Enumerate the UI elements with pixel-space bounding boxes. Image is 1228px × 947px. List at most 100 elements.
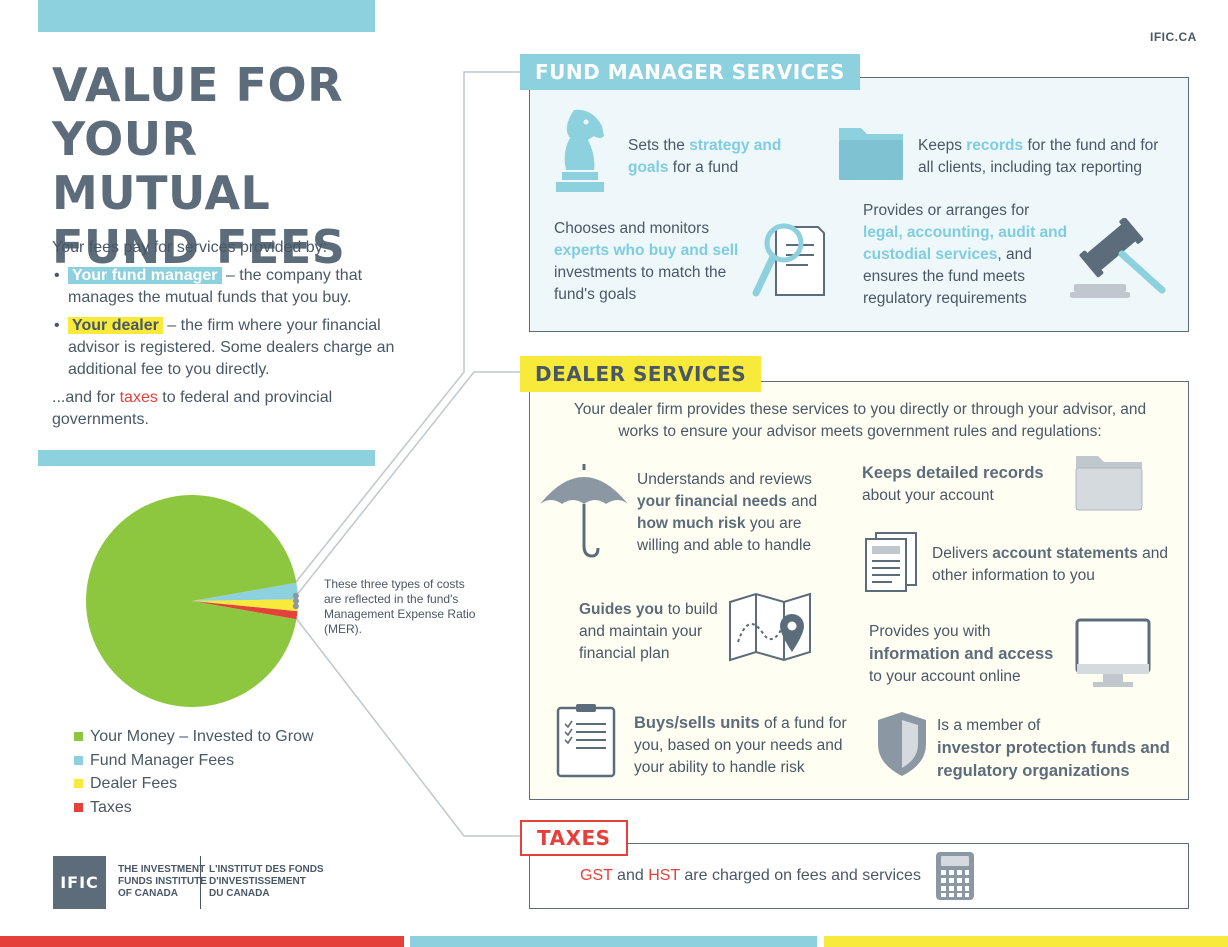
intro-text: Your fees pay for services provided by: … bbox=[52, 237, 412, 431]
pie-slice-your-money-invested-to-grow bbox=[86, 494, 297, 708]
fm-s3-post: investments to match the fund's goals bbox=[554, 264, 727, 303]
logo-divider bbox=[200, 856, 201, 909]
term-fund-manager: Your fund manager bbox=[68, 267, 222, 284]
d1-bold-1: your financial needs bbox=[637, 493, 787, 510]
chart-legend: Your Money – Invested to Grow Fund Manag… bbox=[74, 725, 314, 819]
bullet-dealer-text: – the firm where your financial advisor … bbox=[68, 317, 395, 378]
taxes-post: to federal and provincial governments. bbox=[52, 389, 333, 428]
statement-icon bbox=[865, 532, 917, 592]
legend-swatch-green bbox=[74, 732, 83, 742]
d7-bold: investor protection funds and regulatory… bbox=[937, 739, 1170, 780]
logo-name-french: L'INSTITUT DES FONDS D'INVESTISSEMENT DU… bbox=[209, 864, 324, 899]
d1-mid: and bbox=[786, 493, 818, 510]
title-line-2: YOUR MUTUAL bbox=[52, 112, 271, 220]
fm-s1-pre: Sets the bbox=[628, 137, 690, 154]
legend-label: Fund Manager Fees bbox=[90, 751, 235, 769]
knight-icon bbox=[556, 109, 604, 192]
pie-slice-fund-manager-fees bbox=[192, 582, 298, 601]
mer-note: These three types of costs are reflected… bbox=[324, 577, 476, 636]
d6-post: of a fund for you, based on your needs a… bbox=[634, 715, 847, 776]
footer-bar-yellow bbox=[824, 936, 1228, 947]
fm-experts-text: Chooses and monitors experts who buy and… bbox=[554, 218, 749, 306]
taxes-heading: TAXES bbox=[520, 820, 628, 856]
fm-s4-highlight: legal, accounting, audit and custodial s… bbox=[863, 224, 1068, 263]
fm-s4-pre: Provides or arranges for bbox=[863, 202, 1030, 219]
d5-pre: Provides you with bbox=[869, 623, 991, 640]
d3-post: and other information to you bbox=[932, 545, 1169, 584]
legend-swatch-red bbox=[74, 802, 83, 812]
calculator-icon bbox=[936, 852, 974, 900]
d1-pre: Understands and reviews bbox=[637, 471, 812, 488]
title-line-1: VALUE FOR bbox=[52, 58, 343, 112]
d1-post: you are willing and able to handle bbox=[637, 515, 812, 554]
dealer-protection-text: Is a member of investor protection funds… bbox=[937, 715, 1177, 783]
d5-post: to your account online bbox=[869, 668, 1021, 685]
d6-bold: Buys/sells units bbox=[634, 714, 760, 732]
taxes-word: taxes bbox=[119, 389, 158, 406]
bullet-dealer: Your dealer – the firm where your financ… bbox=[52, 315, 412, 381]
footer-bar-red bbox=[0, 936, 404, 947]
taxes-pre: ...and for bbox=[52, 389, 120, 406]
intro-taxes: ...and for taxes to federal and provinci… bbox=[52, 387, 412, 431]
intro-lead: Your fees pay for services provided by: bbox=[52, 239, 328, 256]
divider-bar bbox=[38, 450, 375, 466]
folder-gray-icon bbox=[1075, 456, 1143, 511]
legend-item-dealer: Dealer Fees bbox=[74, 772, 314, 796]
term-dealer: Your dealer bbox=[68, 317, 163, 334]
d5-bold: information and access bbox=[869, 645, 1054, 663]
d7-pre: Is a member of bbox=[937, 717, 1041, 734]
dealer-intro: Your dealer firm provides these services… bbox=[573, 401, 1147, 440]
connector-lines bbox=[295, 71, 520, 837]
legend-item-money: Your Money – Invested to Grow bbox=[74, 725, 314, 749]
d3-pre: Delivers bbox=[932, 545, 993, 562]
d4-post: to build and maintain your financial pla… bbox=[579, 601, 718, 662]
monitor-icon bbox=[1075, 618, 1151, 687]
legend-swatch-yellow bbox=[74, 779, 83, 789]
shield-icon bbox=[878, 712, 926, 776]
connector-taxes bbox=[295, 617, 520, 837]
fm-s4-post: , and ensures the fund meets regulatory … bbox=[863, 246, 1032, 307]
d3-bold: account statements bbox=[992, 545, 1138, 562]
clipboard-icon bbox=[556, 704, 616, 778]
gst-label: GST bbox=[580, 867, 613, 884]
dealer-needs-text: Understands and reviews your financial n… bbox=[637, 469, 842, 557]
dealer-statements-text: Delivers account statements and other in… bbox=[932, 543, 1172, 587]
connector-dot bbox=[292, 592, 299, 599]
logo-name-english: THE INVESTMENT FUNDS INSTITUTE OF CANADA bbox=[118, 864, 207, 899]
dealer-units-text: Buys/sells units of a fund for you, base… bbox=[634, 712, 849, 779]
fm-records-text: Keeps records for the fund and for all c… bbox=[918, 135, 1178, 179]
pie-slice-dealer-fees bbox=[192, 599, 298, 612]
legend-label: Taxes bbox=[90, 798, 132, 816]
gavel-icon bbox=[1070, 218, 1166, 298]
hst-label: HST bbox=[648, 867, 680, 884]
site-url[interactable]: IFIC.CA bbox=[1150, 30, 1197, 44]
pie-slice-taxes bbox=[192, 601, 298, 620]
fm-s3-highlight: experts who buy and sell bbox=[554, 242, 739, 259]
folder-icon bbox=[839, 128, 903, 180]
legend-item-fund-manager: Fund Manager Fees bbox=[74, 749, 314, 773]
fm-s1-highlight: strategy and goals bbox=[628, 137, 782, 176]
fund-manager-heading: FUND MANAGER SERVICES bbox=[520, 54, 860, 90]
dealer-records-text: Keeps detailed records about your accoun… bbox=[862, 462, 1067, 507]
dealer-panel bbox=[529, 381, 1189, 800]
fm-s2-pre: Keeps bbox=[918, 137, 967, 154]
umbrella-icon bbox=[540, 464, 628, 558]
legend-label: Your Money – Invested to Grow bbox=[90, 728, 314, 745]
dealer-plan-text: Guides you to build and maintain your fi… bbox=[579, 599, 724, 665]
d4-bold: Guides you bbox=[579, 601, 664, 618]
d2-post: about your account bbox=[862, 487, 994, 504]
bullet-fund-manager: Your fund manager – the company that man… bbox=[52, 265, 412, 309]
legend-label: Dealer Fees bbox=[90, 775, 178, 792]
fm-strategy-text: Sets the strategy and goals for a fund bbox=[628, 135, 818, 179]
dealer-heading: DEALER SERVICES bbox=[520, 356, 762, 392]
connector-dot bbox=[292, 603, 299, 610]
footer-bar-blue bbox=[410, 936, 817, 947]
fm-s1-post: for a fund bbox=[668, 159, 739, 176]
taxes-text: GST and HST are charged on fees and serv… bbox=[580, 865, 940, 887]
magnifier-document-icon bbox=[752, 223, 825, 297]
connector-dealer bbox=[295, 371, 520, 597]
taxes-post: are charged on fees and services bbox=[679, 867, 921, 884]
taxes-panel bbox=[529, 843, 1189, 909]
legend-swatch-blue bbox=[74, 755, 83, 765]
